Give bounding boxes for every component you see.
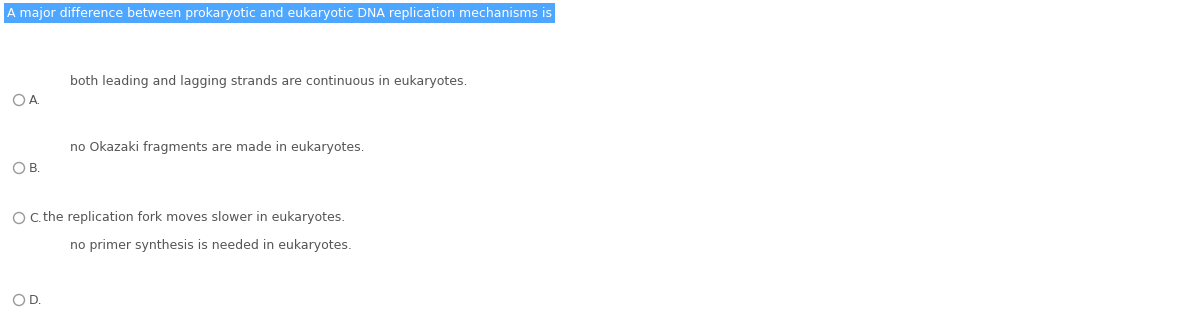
Text: both leading and lagging strands are continuous in eukaryotes.: both leading and lagging strands are con…	[70, 75, 468, 89]
Text: the replication fork moves slower in eukaryotes.: the replication fork moves slower in euk…	[43, 212, 346, 224]
Text: A major difference between prokaryotic and eukaryotic DNA replication mechanisms: A major difference between prokaryotic a…	[7, 7, 552, 19]
Text: no Okazaki fragments are made in eukaryotes.: no Okazaki fragments are made in eukaryo…	[70, 141, 365, 155]
Text: B.: B.	[29, 162, 42, 174]
Text: A.: A.	[29, 93, 41, 107]
Text: D.: D.	[29, 293, 43, 307]
Text: no primer synthesis is needed in eukaryotes.: no primer synthesis is needed in eukaryo…	[70, 240, 352, 252]
Text: C.: C.	[29, 212, 42, 224]
